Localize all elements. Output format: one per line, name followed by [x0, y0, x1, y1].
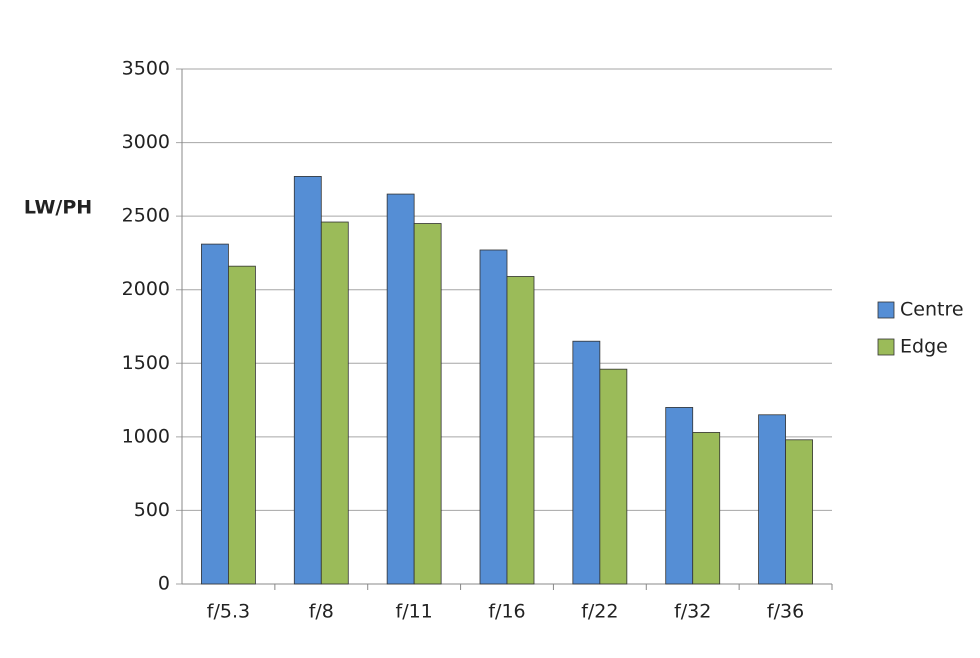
legend-label: Edge: [900, 336, 948, 358]
y-tick-label: 1500: [122, 352, 170, 374]
bar: [479, 249, 508, 585]
y-tick-label: 500: [134, 499, 170, 521]
legend-swatch: [877, 301, 895, 319]
x-tick-label: f/5.3: [207, 601, 250, 623]
bar: [413, 223, 442, 585]
x-tick-label: f/32: [674, 601, 711, 623]
y-tick-label: 1000: [122, 425, 170, 447]
bar: [320, 221, 349, 585]
y-tick-label: 2500: [122, 205, 170, 227]
bar: [572, 340, 601, 585]
bar: [506, 276, 535, 585]
y-axis-label: LW/PH: [24, 197, 92, 219]
legend-swatch: [877, 338, 895, 356]
bar: [293, 176, 322, 585]
x-tick-label: f/22: [581, 601, 618, 623]
x-tick-label: f/36: [767, 601, 804, 623]
bar: [386, 193, 415, 585]
x-tick-label: f/11: [396, 601, 433, 623]
bar: [692, 432, 721, 585]
bar: [785, 439, 813, 585]
bar: [228, 265, 256, 585]
y-tick-label: 3500: [122, 58, 170, 80]
bar: [665, 407, 694, 585]
legend-label: Centre: [900, 299, 964, 321]
x-tick-label: f/8: [309, 601, 334, 623]
x-tick-label: f/16: [488, 601, 525, 623]
y-tick-label: 3000: [122, 131, 170, 153]
bar: [599, 368, 628, 585]
bar: [758, 414, 786, 585]
y-tick-label: 0: [158, 573, 170, 595]
bar: [201, 243, 229, 585]
y-tick-label: 2000: [122, 278, 170, 300]
